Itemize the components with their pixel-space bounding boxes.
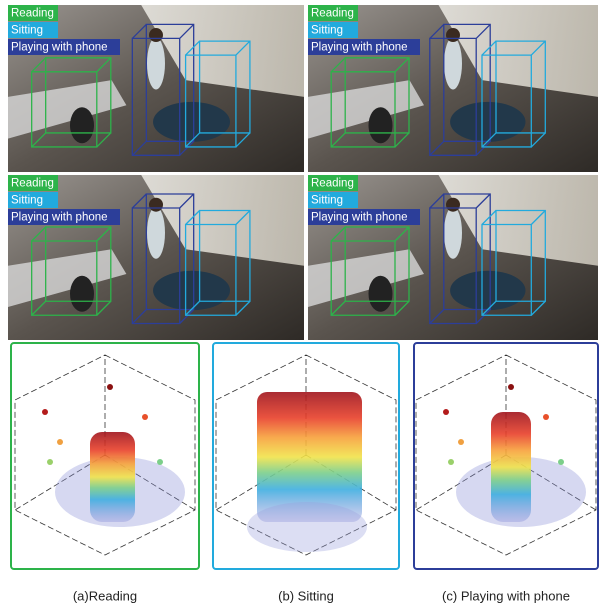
bounding-box [184, 209, 251, 316]
label-background [308, 22, 358, 38]
bounding-box [330, 226, 410, 316]
panel-caption: (b) Sitting [278, 588, 334, 603]
activity-label: Reading [311, 8, 354, 20]
label-background [308, 192, 358, 208]
photo: Reading Sitting Playing with phone [308, 175, 598, 340]
photo: Reading Sitting Playing with phone [308, 5, 598, 172]
person-head [149, 28, 163, 43]
bounding-box [31, 57, 112, 148]
bounding-box [31, 226, 112, 316]
heat-point [157, 459, 163, 465]
bounding-box [481, 40, 546, 148]
panel-caption: (c) Playing with phone [442, 588, 570, 603]
sofa [153, 101, 230, 142]
activity-label: Playing with phone [311, 42, 408, 54]
person [444, 37, 462, 90]
heat-body [90, 432, 135, 522]
activity-label: Reading [11, 178, 54, 190]
heat-point [42, 409, 48, 415]
heat-body [491, 412, 531, 522]
person [70, 275, 94, 312]
panel-caption: (a)Reading [73, 588, 137, 603]
activity-label: Sitting [11, 195, 43, 207]
person-head [446, 28, 460, 43]
label-background [308, 175, 358, 191]
bounding-box [429, 23, 491, 156]
label-background [8, 39, 120, 55]
label-background [8, 209, 120, 225]
wall [141, 175, 304, 266]
photo: Reading Sitting Playing with phone [8, 5, 304, 172]
person [368, 107, 393, 144]
activity-label: Reading [11, 8, 54, 20]
label-background [308, 39, 420, 55]
heatmap-panel [10, 342, 200, 570]
person [368, 275, 393, 312]
cube-outline [415, 354, 597, 556]
wall [438, 5, 598, 97]
person [444, 206, 462, 259]
label-background [308, 209, 420, 225]
label-background [8, 5, 58, 21]
heat-point [107, 384, 113, 390]
activity-label: Playing with phone [11, 212, 108, 224]
label-background [8, 192, 58, 208]
label-background [8, 175, 58, 191]
activity-label: Playing with phone [11, 42, 108, 54]
sofa [450, 270, 526, 311]
heat-point [448, 459, 454, 465]
heat-point [47, 459, 53, 465]
activity-label: Sitting [311, 25, 343, 37]
heat-point [142, 414, 148, 420]
person-head [446, 197, 460, 212]
heat-point [543, 414, 549, 420]
person [147, 206, 165, 259]
bounding-box [131, 193, 195, 325]
sofa [153, 270, 230, 311]
person-head [149, 197, 163, 212]
heat-point [443, 409, 449, 415]
wall [141, 5, 304, 97]
bounding-box [481, 209, 546, 316]
bounding-box [330, 57, 410, 148]
activity-label: Sitting [311, 195, 343, 207]
photo: Reading Sitting Playing with phone [8, 175, 304, 340]
bounding-box [429, 193, 491, 325]
heat-point [458, 439, 464, 445]
person [70, 107, 94, 144]
heat-point [508, 384, 514, 390]
sofa [450, 101, 526, 142]
heatmap-panel [212, 342, 400, 570]
person [147, 37, 165, 90]
wall [438, 175, 598, 266]
bounding-box [131, 23, 195, 156]
bounding-box [184, 40, 251, 148]
label-background [8, 22, 58, 38]
activity-label: Playing with phone [311, 212, 408, 224]
heatmap-panel [413, 342, 599, 570]
heat-spread [247, 502, 367, 552]
heat-body [257, 392, 362, 522]
activity-label: Sitting [11, 25, 43, 37]
heat-point [57, 439, 63, 445]
activity-label: Reading [311, 178, 354, 190]
cube-outline [14, 354, 196, 556]
label-background [308, 5, 358, 21]
heat-point [558, 459, 564, 465]
